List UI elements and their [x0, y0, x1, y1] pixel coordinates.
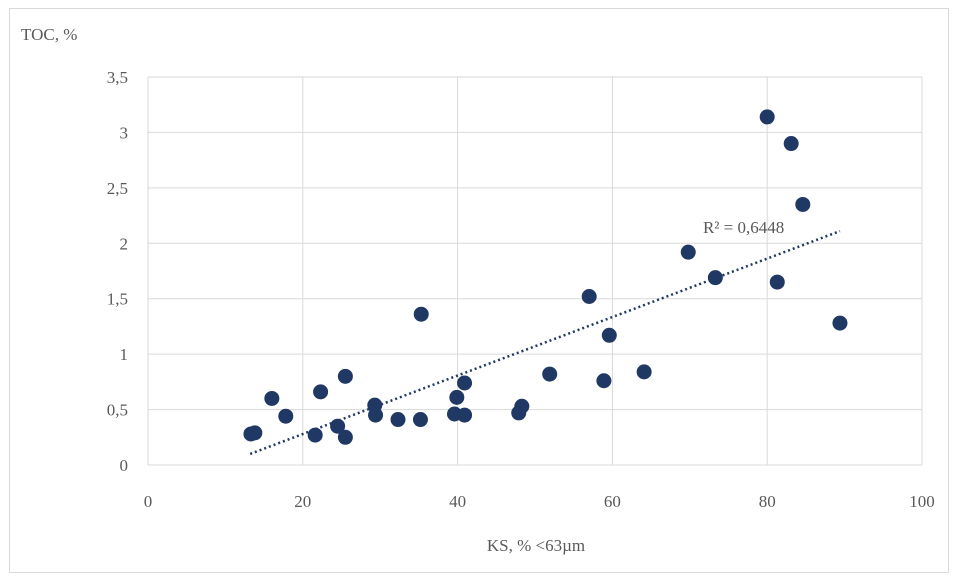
data-point	[368, 407, 384, 423]
data-point	[795, 196, 811, 212]
x-tick-label: 60	[604, 492, 621, 511]
data-point	[412, 412, 428, 428]
data-point	[330, 418, 346, 434]
data-point	[581, 288, 597, 304]
y-tick-label: 2,5	[107, 179, 128, 198]
data-point	[769, 274, 785, 290]
data-point	[278, 408, 294, 424]
data-point	[337, 429, 353, 445]
x-axis-label: KS, % <63µm	[487, 536, 585, 555]
r-squared-label: R² = 0,6448	[703, 218, 784, 237]
data-point	[337, 368, 353, 384]
data-point	[307, 427, 323, 443]
trendline	[249, 229, 841, 456]
data-point	[783, 136, 799, 152]
y-tick-label: 0	[120, 456, 129, 475]
x-tick-label: 100	[909, 492, 935, 511]
y-tick-label: 3	[120, 123, 129, 142]
data-point	[390, 412, 406, 428]
y-axis-label: TOC, %	[21, 25, 77, 44]
y-tick-label: 1	[120, 345, 129, 364]
y-tick-label: 1,5	[107, 290, 128, 309]
y-tick-label: 0,5	[107, 401, 128, 420]
data-point	[457, 407, 473, 423]
gridlines	[147, 76, 923, 466]
x-tick-label: 40	[449, 492, 466, 511]
data-point	[832, 315, 848, 331]
x-tick-labels: 0 20 40 60 80 100	[144, 492, 935, 511]
y-tick-labels: 0 0,5 1 1,5 2 2,5 3 3,5	[107, 68, 128, 475]
x-tick-label: 0	[144, 492, 153, 511]
data-point	[264, 390, 280, 406]
y-tick-label: 2	[120, 234, 129, 253]
data-point	[514, 398, 530, 414]
data-point	[449, 389, 465, 405]
data-point	[759, 109, 775, 125]
data-points	[243, 109, 848, 445]
data-point	[247, 425, 263, 441]
chart-frame	[9, 8, 949, 573]
data-point	[457, 375, 473, 391]
data-point	[707, 270, 723, 286]
data-point	[596, 373, 612, 389]
x-tick-label: 80	[759, 492, 776, 511]
data-point	[601, 327, 617, 343]
y-tick-label: 3,5	[107, 68, 128, 87]
data-point	[680, 244, 696, 260]
data-point	[636, 364, 652, 380]
data-point	[542, 366, 558, 382]
data-point	[413, 306, 429, 322]
x-tick-label: 20	[294, 492, 311, 511]
data-point	[313, 384, 329, 400]
